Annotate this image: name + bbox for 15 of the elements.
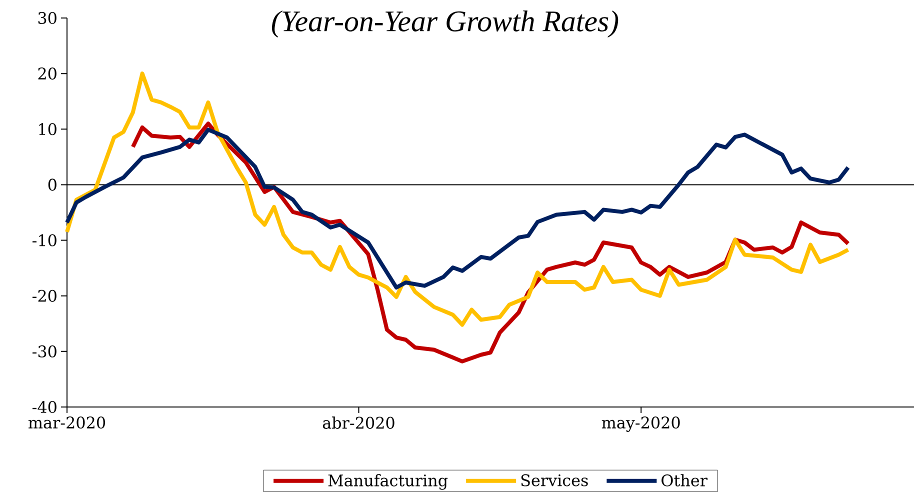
- x-tick-label: mar-2020: [28, 416, 106, 429]
- y-tick-label: 20: [38, 68, 56, 80]
- y-tick-label: 10: [39, 123, 56, 136]
- y-tick-label: -40: [32, 400, 56, 414]
- x-tick-label: abr-2020: [322, 416, 394, 429]
- legend-label: Manufacturing: [328, 474, 448, 490]
- y-tick-label: -10: [32, 234, 56, 246]
- y-tick-label: 0: [48, 178, 56, 191]
- y-tick-label: 30: [38, 12, 56, 24]
- chart-subtitle: (Year-on-Year Growth Rates): [272, 10, 618, 38]
- legend-label: Other: [662, 474, 708, 486]
- legend-label: Services: [521, 474, 588, 486]
- y-tick-label: -20: [32, 290, 56, 302]
- y-tick-label: -30: [32, 345, 56, 358]
- x-tick-label: may-2020: [602, 416, 680, 432]
